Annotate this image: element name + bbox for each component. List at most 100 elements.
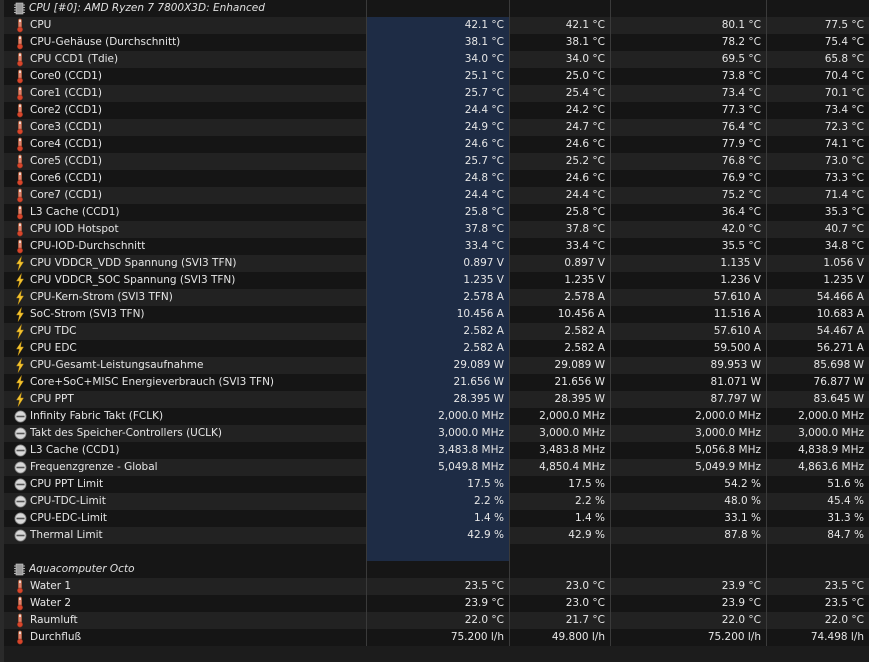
sensor-row[interactable]: Core7 (CCD1) 24.4 °C 24.4 °C 75.2 °C 71.4 °C xyxy=(0,187,869,204)
sensor-name: CPU-EDC-Limit xyxy=(30,512,108,524)
sensor-name-cell: Core0 (CCD1) xyxy=(0,68,367,85)
sensor-row[interactable]: CPU 42.1 °C 42.1 °C 80.1 °C 77.5 °C xyxy=(0,17,869,34)
current-value: 25.8 °C xyxy=(367,204,510,221)
current-value: 17.5 % xyxy=(367,476,510,493)
minimum-value: 10.456 A xyxy=(510,306,611,323)
lightning-icon xyxy=(13,340,27,357)
sensor-name: Durchfluß xyxy=(30,631,82,643)
sensor-row[interactable]: CPU-Gesamt-Leistungsaufnahme 29.089 W 29.0… xyxy=(0,357,869,374)
average-value: 76.877 W xyxy=(813,376,864,388)
sensor-name-cell: Frequenzgrenze - Global xyxy=(0,459,367,476)
sensor-row[interactable]: L3 Cache (CCD1) 3,483.8 MHz 3,483.8 MHz 5,0… xyxy=(0,442,869,459)
group-header[interactable]: CPU [#0]: AMD Ryzen 7 7800X3D: Enhanced xyxy=(0,0,869,17)
sensor-row[interactable]: Water 1 23.5 °C 23.0 °C 23.9 °C 23.5 °C xyxy=(0,578,869,595)
sensor-name: Thermal Limit xyxy=(30,529,103,541)
sensor-row[interactable]: CPU TDC 2.582 A 2.582 A 57.610 A 54.467 A xyxy=(0,323,869,340)
current-value: 42.1 °C xyxy=(367,17,510,34)
sensor-row[interactable]: Raumluft 22.0 °C 21.7 °C 22.0 °C 22.0 °C xyxy=(0,612,869,629)
maximum-value: 80.1 °C xyxy=(611,17,767,34)
average-value: 65.8 °C xyxy=(824,53,864,65)
sensor-row[interactable]: CPU-Gehäuse (Durchschnitt) 38.1 °C 38.1 °C… xyxy=(0,34,869,51)
minimum-value: 24.4 °C xyxy=(510,187,611,204)
minimum-value: 24.7 °C xyxy=(510,119,611,136)
maximum-value: 5,056.8 MHz xyxy=(611,442,767,459)
sensor-row[interactable]: Water 2 23.9 °C 23.0 °C 23.9 °C 23.5 °C xyxy=(0,595,869,612)
average-value: 70.1 °C xyxy=(824,87,864,99)
sensor-row[interactable]: CPU-IOD-Durchschnitt 33.4 °C 33.4 °C 35.5 °… xyxy=(0,238,869,255)
current-value: 23.9 °C xyxy=(367,595,510,612)
sensor-name-cell: CPU VDDCR_VDD Spannung (SVI3 TFN) xyxy=(0,255,367,272)
current-value: 29.089 W xyxy=(367,357,510,374)
sensor-row[interactable]: Core3 (CCD1) 24.9 °C 24.7 °C 76.4 °C 72.3 °C xyxy=(0,119,869,136)
sensor-name: Core6 (CCD1) xyxy=(30,172,102,184)
maximum-value: 75.200 l/h xyxy=(611,629,767,646)
gauge-icon xyxy=(13,493,27,510)
sensor-row[interactable]: Infinity Fabric Takt (FCLK) 2,000.0 MHz 2,… xyxy=(0,408,869,425)
average-value: 83.645 W xyxy=(813,393,864,405)
current-value: 22.0 °C xyxy=(367,612,510,629)
current-value: 1.235 V xyxy=(367,272,510,289)
average-value: 54.466 A xyxy=(816,291,864,303)
average-value: 77.5 °C xyxy=(824,19,864,31)
maximum-value: 69.5 °C xyxy=(611,51,767,68)
group-header-label-cell: Aquacomputer Octo xyxy=(0,561,367,578)
group-header[interactable]: Aquacomputer Octo xyxy=(0,561,869,578)
maximum-value: 2,000.0 MHz xyxy=(611,408,767,425)
sensor-row[interactable]: CPU VDDCR_VDD Spannung (SVI3 TFN) 0.897 V… xyxy=(0,255,869,272)
lightning-icon xyxy=(13,374,27,391)
average-value: 56.271 A xyxy=(816,342,864,354)
sensor-row[interactable]: Core2 (CCD1) 24.4 °C 24.2 °C 77.3 °C 73.4 °C xyxy=(0,102,869,119)
sensor-row[interactable]: Core+SoC+MISC Energieverbrauch (SVI3 TFN… xyxy=(0,374,869,391)
sensor-row[interactable]: CPU PPT Limit 17.5 % 17.5 % 54.2 % 51.6 % xyxy=(0,476,869,493)
sensor-name: CPU-TDC-Limit xyxy=(30,495,106,507)
sensor-row[interactable]: SoC-Strom (SVI3 TFN) 10.456 A 10.456 A 11.5… xyxy=(0,306,869,323)
sensor-name: Raumluft xyxy=(30,614,78,626)
sensor-name: Core3 (CCD1) xyxy=(30,121,102,133)
sensor-row[interactable]: CPU CCD1 (Tdie) 34.0 °C 34.0 °C 69.5 °C 65.8… xyxy=(0,51,869,68)
average-value: 45.4 % xyxy=(827,495,864,507)
sensor-name: L3 Cache (CCD1) xyxy=(30,206,120,218)
minimum-value: 24.6 °C xyxy=(510,170,611,187)
sensor-name: Core5 (CCD1) xyxy=(30,155,102,167)
sensor-row[interactable]: Thermal Limit 42.9 % 42.9 % 87.8 % 84.7 % xyxy=(0,527,869,544)
sensor-row[interactable]: CPU EDC 2.582 A 2.582 A 59.500 A 56.271 A xyxy=(0,340,869,357)
empty-cell xyxy=(367,544,510,561)
empty-cell xyxy=(767,561,869,578)
maximum-value: 76.9 °C xyxy=(611,170,767,187)
minimum-value: 24.2 °C xyxy=(510,102,611,119)
sensor-row[interactable]: CPU-TDC-Limit 2.2 % 2.2 % 48.0 % 45.4 % xyxy=(0,493,869,510)
empty-cell xyxy=(510,544,611,561)
maximum-value: 11.516 A xyxy=(611,306,767,323)
maximum-value: 35.5 °C xyxy=(611,238,767,255)
sensor-row[interactable]: Takt des Speicher-Controllers (UCLK) 3,00… xyxy=(0,425,869,442)
sensor-row[interactable]: Core0 (CCD1) 25.1 °C 25.0 °C 73.8 °C 70.4 °C xyxy=(0,68,869,85)
current-value: 33.4 °C xyxy=(367,238,510,255)
sensor-row[interactable]: Durchfluß 75.200 l/h 49.800 l/h 75.200 l/h 7… xyxy=(0,629,869,646)
lightning-icon xyxy=(13,323,27,340)
sensor-row[interactable]: CPU-EDC-Limit 1.4 % 1.4 % 33.1 % 31.3 % xyxy=(0,510,869,527)
sensor-row[interactable]: Frequenzgrenze - Global 5,049.8 MHz 4,850.… xyxy=(0,459,869,476)
empty-cell xyxy=(767,544,869,561)
minimum-value: 25.4 °C xyxy=(510,85,611,102)
sensor-name-cell: Core2 (CCD1) xyxy=(0,102,367,119)
sensor-row[interactable]: CPU PPT 28.395 W 28.395 W 87.797 W 83.645 W xyxy=(0,391,869,408)
current-value: 25.7 °C xyxy=(367,153,510,170)
thermometer-icon xyxy=(13,102,27,119)
sensor-row[interactable]: Core5 (CCD1) 25.7 °C 25.2 °C 76.8 °C 73.0 °C xyxy=(0,153,869,170)
minimum-value: 28.395 W xyxy=(510,391,611,408)
sensor-row[interactable]: CPU IOD Hotspot 37.8 °C 37.8 °C 42.0 °C 40.7… xyxy=(0,221,869,238)
sensor-row[interactable]: Core6 (CCD1) 24.8 °C 24.6 °C 76.9 °C 73.3 °C xyxy=(0,170,869,187)
sensor-name: Water 2 xyxy=(30,597,72,609)
thermometer-icon xyxy=(13,136,27,153)
sensor-row[interactable]: Core4 (CCD1) 24.6 °C 24.6 °C 77.9 °C 74.1 °C xyxy=(0,136,869,153)
average-value: 54.467 A xyxy=(816,325,864,337)
sensor-row[interactable]: L3 Cache (CCD1) 25.8 °C 25.8 °C 36.4 °C 35.3… xyxy=(0,204,869,221)
current-value: 42.9 % xyxy=(367,527,510,544)
sensor-name-cell: L3 Cache (CCD1) xyxy=(0,204,367,221)
minimum-value: 38.1 °C xyxy=(510,34,611,51)
sensor-row[interactable]: Core1 (CCD1) 25.7 °C 25.4 °C 73.4 °C 70.1 °C xyxy=(0,85,869,102)
sensor-row[interactable]: CPU VDDCR_SOC Spannung (SVI3 TFN) 1.235 V… xyxy=(0,272,869,289)
maximum-value: 54.2 % xyxy=(611,476,767,493)
